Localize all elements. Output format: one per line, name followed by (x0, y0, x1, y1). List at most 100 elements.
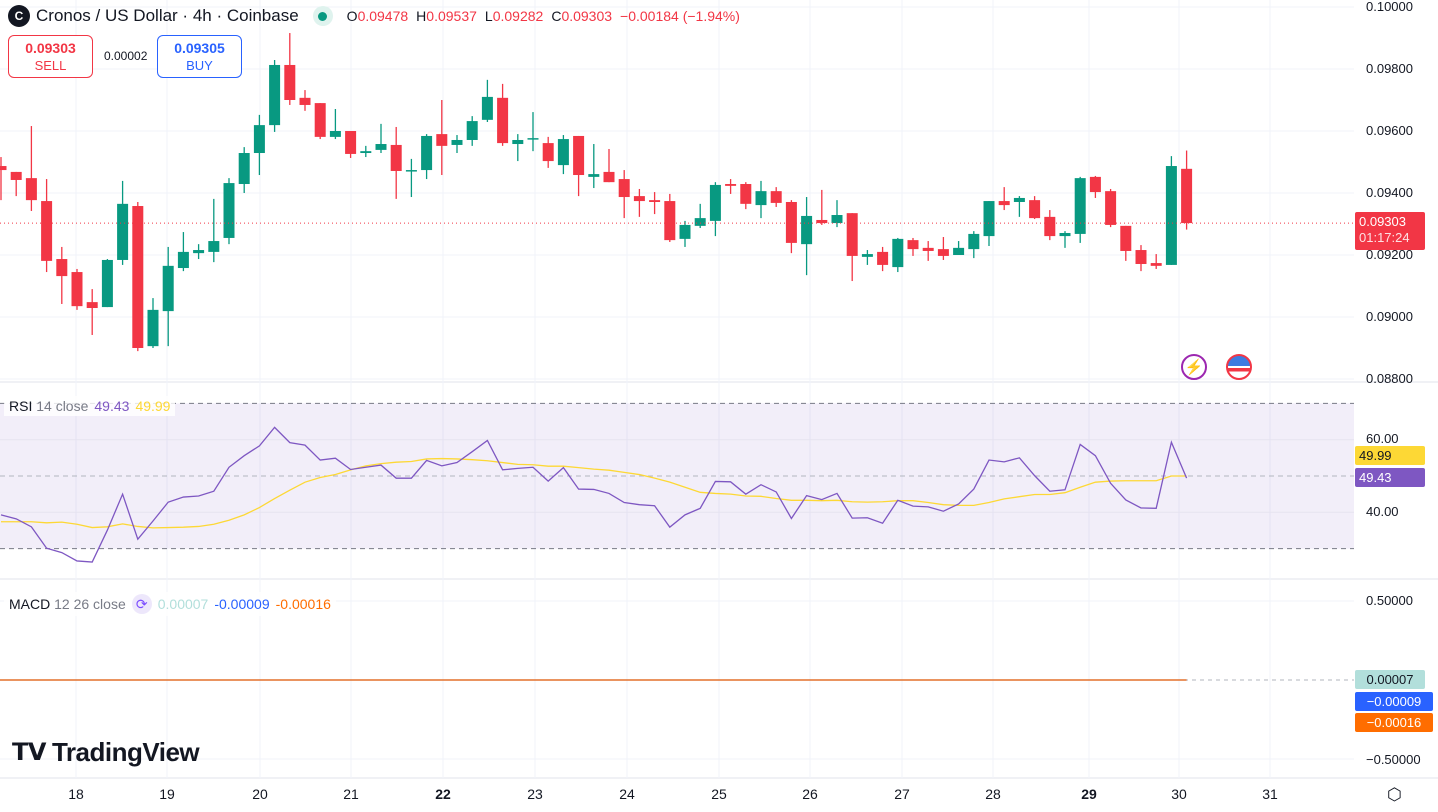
candle-body (284, 64, 296, 100)
us-flag-icon[interactable] (1226, 354, 1252, 380)
buy-button[interactable]: 0.09305 BUY (157, 35, 242, 78)
price-tick: 0.09000 (1366, 309, 1413, 324)
open-value: 0.09478 (357, 8, 409, 24)
macd-legend[interactable]: MACD 12 26 close ⟳ 0.00007 -0.00009 -0.0… (4, 592, 336, 616)
candle-body (1135, 250, 1147, 264)
macd-tag: −0.00009 (1355, 692, 1433, 711)
market-status-icon[interactable] (312, 6, 333, 26)
candle-body (86, 302, 98, 309)
candle-body (1074, 178, 1086, 234)
candle-body (56, 259, 68, 277)
sync-icon[interactable]: ⟳ (131, 594, 152, 614)
time-tick: 24 (619, 786, 635, 802)
sell-button[interactable]: 0.09303 SELL (8, 35, 93, 78)
time-tick: 29 (1081, 786, 1097, 802)
candle-body (633, 196, 645, 202)
candle-body (390, 144, 402, 171)
candle-body (877, 251, 889, 265)
candle-body (557, 139, 569, 166)
candle-body (542, 143, 554, 162)
candle-body (725, 184, 737, 186)
ohlc-values: O0.09478 H0.09537 L0.09282 C0.09303 −0.0… (346, 8, 740, 24)
buy-price: 0.09305 (174, 40, 225, 56)
candle-body (1181, 168, 1193, 224)
candle-body (512, 139, 524, 145)
candle-body (527, 138, 539, 140)
symbol-legend: C Cronos / US Dollar · 4h · Coinbase O0.… (8, 5, 740, 27)
spread-value: 0.00002 (104, 49, 148, 63)
candle-body (907, 240, 919, 250)
candle-body (770, 191, 782, 203)
candle-body (269, 64, 281, 126)
time-tick: 25 (711, 786, 727, 802)
price-tick: 0.08800 (1366, 371, 1413, 386)
macd-tick-top: 0.50000 (1366, 593, 1413, 608)
candle-body (147, 309, 159, 347)
candle-body (329, 131, 341, 137)
macd-params: 12 26 close (54, 596, 126, 612)
sell-label: SELL (34, 58, 67, 73)
symbol-title[interactable]: Cronos / US Dollar · 4h · Coinbase (36, 6, 299, 25)
countdown: 01:17:24 (1359, 230, 1410, 245)
candle-body (375, 144, 387, 150)
candle-body (1165, 166, 1177, 265)
candle-body (937, 249, 949, 256)
macd-hist-value: 0.00007 (157, 596, 209, 612)
candle-body (497, 97, 509, 144)
price-tick: 0.09600 (1366, 123, 1413, 138)
candle-body (360, 151, 372, 154)
current-price: 0.09303 (1359, 214, 1406, 229)
candle-body (861, 254, 873, 257)
macd-signal-tag: −0.00016 (1355, 713, 1433, 732)
candle-body (892, 238, 904, 268)
rsi-tick-60: 60.00 (1366, 431, 1399, 446)
candle-body (193, 250, 205, 254)
candle-body (451, 139, 463, 145)
candle-body (709, 184, 721, 221)
candle-body (618, 179, 630, 198)
macd-value: -0.00009 (214, 596, 270, 612)
candle-body (208, 241, 220, 252)
rsi-legend[interactable]: RSI 14 close 49.43 49.99 (4, 396, 176, 416)
candle-body (0, 166, 7, 171)
candle-body (10, 171, 22, 180)
time-tick: 31 (1262, 786, 1278, 802)
candle-body (1150, 263, 1162, 266)
price-tick: 0.10000 (1366, 0, 1413, 14)
macd-signal-value: -0.00016 (275, 596, 331, 612)
time-tick: 18 (68, 786, 84, 802)
current-price-tag: 0.09303 01:17:24 (1355, 212, 1425, 250)
candle-body (983, 201, 995, 237)
rsi-params: 14 close (36, 398, 89, 414)
candle-body (223, 183, 235, 238)
candle-body (117, 203, 129, 260)
settings-icon[interactable]: ⬡ (1387, 785, 1402, 804)
time-tick: 27 (894, 786, 910, 802)
candle-body (998, 201, 1010, 206)
candle-body (1120, 225, 1132, 251)
buy-label: BUY (186, 58, 213, 73)
candle-body (694, 218, 706, 226)
time-tick: 21 (343, 786, 359, 802)
tradingview-watermark[interactable]: 𝗧𝗩 TradingView (12, 737, 200, 767)
rsi-ma-line (1, 457, 1187, 529)
macd-label: MACD (9, 596, 51, 612)
candle-body (1013, 197, 1025, 202)
sell-price: 0.09303 (25, 40, 76, 56)
time-tick: 20 (252, 786, 268, 802)
candle-body (41, 201, 53, 261)
candle-body (132, 206, 144, 348)
candle-body (953, 247, 965, 255)
candle-body (573, 135, 585, 176)
price-tick: 0.09800 (1366, 61, 1413, 76)
lightning-icon[interactable]: ⚡ (1181, 354, 1207, 380)
macd-tick-bottom: −0.50000 (1366, 752, 1421, 767)
low-value: 0.09282 (492, 8, 544, 24)
candle-body (405, 170, 417, 172)
candle-body (922, 247, 934, 251)
candle-body (1105, 191, 1117, 225)
candle-body (345, 131, 357, 154)
price-tick: 0.09200 (1366, 247, 1413, 262)
candle-body (603, 171, 615, 183)
